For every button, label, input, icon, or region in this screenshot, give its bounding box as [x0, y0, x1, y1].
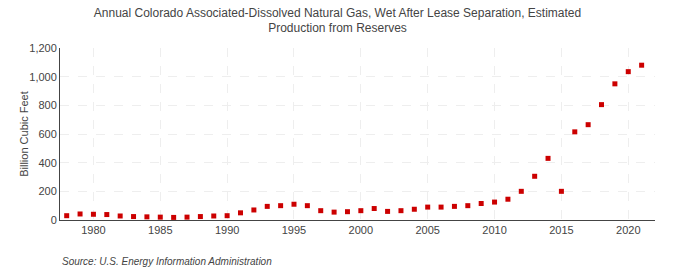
svg-text:2010: 2010	[482, 224, 506, 236]
svg-text:Source: U.S. Energy Informatio: Source: U.S. Energy Information Administ…	[62, 256, 272, 267]
svg-text:800: 800	[38, 99, 56, 111]
svg-text:1995: 1995	[282, 224, 306, 236]
svg-text:1,200: 1,200	[29, 42, 57, 54]
svg-text:2005: 2005	[415, 224, 439, 236]
svg-text:2020: 2020	[616, 224, 640, 236]
svg-text:1980: 1980	[81, 224, 105, 236]
svg-text:2015: 2015	[549, 224, 573, 236]
svg-text:Annual Colorado Associated-Dis: Annual Colorado Associated-Dissolved Nat…	[94, 6, 581, 36]
svg-text:1990: 1990	[215, 224, 239, 236]
svg-text:1985: 1985	[148, 224, 172, 236]
svg-text:Billion Cubic Feet: Billion Cubic Feet	[18, 91, 30, 177]
svg-text:600: 600	[38, 128, 56, 140]
svg-text:1,000: 1,000	[29, 71, 57, 83]
svg-text:2000: 2000	[349, 224, 373, 236]
svg-text:400: 400	[38, 157, 56, 169]
svg-text:0: 0	[51, 214, 57, 226]
svg-text:200: 200	[38, 185, 56, 197]
